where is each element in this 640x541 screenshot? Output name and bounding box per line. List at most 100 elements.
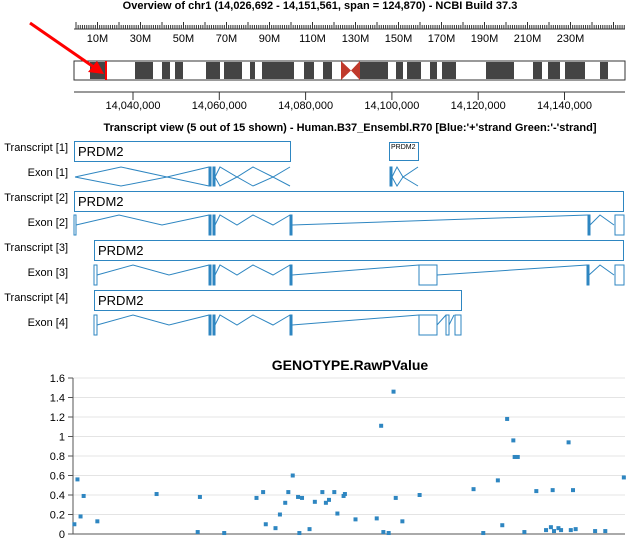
exon-3-label: Exon [3]: [27, 267, 68, 279]
data-point: [195, 530, 200, 535]
chromosome-bands: [90, 62, 608, 79]
transcript-2-box[interactable]: PRDM2: [74, 191, 624, 212]
chromosome-tick-label: 230M: [556, 33, 585, 45]
data-point: [500, 523, 505, 528]
y-tick-label: 1: [59, 432, 65, 444]
y-tick-label: 0: [59, 529, 65, 541]
data-point: [522, 530, 527, 535]
data-point: [544, 528, 549, 533]
y-tick-label: 0.4: [50, 490, 65, 502]
data-point: [353, 517, 358, 522]
data-point: [300, 495, 305, 500]
chart-gridlines: [73, 377, 625, 535]
data-point: [72, 522, 77, 527]
transcript-1-gene: PRDM2: [78, 144, 124, 159]
data-point: [603, 529, 608, 534]
data-point: [511, 438, 516, 443]
transcript-1-gene-small: PRDM2: [391, 144, 416, 151]
exon-track-1: [74, 165, 419, 187]
data-point: [273, 526, 278, 531]
data-point: [386, 531, 391, 536]
data-point: [222, 531, 227, 536]
data-point: [471, 487, 476, 492]
chromosome-tick-label: 30M: [129, 33, 152, 45]
pointer-arrow-line: [29, 21, 99, 72]
transcript-2-label: Transcript [2]: [4, 192, 68, 204]
data-point: [95, 519, 100, 524]
y-tick-label: 0.6: [50, 471, 65, 483]
data-point: [307, 527, 312, 532]
data-point: [381, 530, 386, 535]
data-point: [573, 527, 578, 532]
chromosome-tick-marks: [74, 22, 625, 30]
data-point: [512, 454, 517, 459]
data-point: [552, 529, 557, 534]
data-point: [296, 494, 301, 499]
data-point: [400, 519, 405, 524]
transcript-3-gene: PRDM2: [98, 243, 144, 258]
data-point: [566, 440, 571, 445]
data-point: [342, 492, 347, 497]
chromosome-tick-label: 150M: [384, 33, 413, 45]
transcript-2-gene: PRDM2: [78, 194, 124, 209]
chromosome-tick-label: 10M: [86, 33, 109, 45]
position-tick-label: 14,080,000: [278, 100, 334, 112]
data-point: [81, 493, 86, 498]
pvalue-scatter-chart[interactable]: 0 0.2 0.4 0.6 0.8 1 1.2 1.4 1.6: [0, 370, 640, 541]
chromosome-tick-label: 90M: [258, 33, 281, 45]
chromosome-tick-label: 50M: [172, 33, 195, 45]
data-point: [548, 525, 553, 530]
chart-axes: 0 0.2 0.4 0.6 0.8 1 1.2 1.4 1.6: [50, 373, 625, 541]
chromosome-ideogram[interactable]: [0, 14, 640, 84]
chromosome-tick-label: 210M: [513, 33, 542, 45]
data-point: [515, 454, 520, 459]
data-point: [481, 531, 486, 536]
data-point: [556, 526, 561, 531]
centromere: [341, 61, 351, 80]
y-tick-label: 1.6: [50, 373, 65, 385]
position-tick-labels: 14,040,000 14,060,000 14,080,000 14,100,000…: [0, 100, 640, 114]
data-point: [505, 416, 510, 421]
transcript-1-box[interactable]: PRDM2: [74, 141, 291, 162]
pointer-arrow-head: [88, 61, 104, 74]
y-tick-label: 1.4: [50, 393, 65, 405]
data-point: [332, 490, 337, 495]
data-point: [286, 490, 291, 495]
exon-4-label: Exon [4]: [27, 317, 68, 329]
data-point: [197, 494, 202, 499]
overview-title: Overview of chr1 (14,026,692 - 14,151,56…: [122, 0, 518, 12]
data-point: [550, 488, 555, 493]
data-point: [283, 500, 288, 505]
transcript-1-label: Transcript [1]: [4, 142, 68, 154]
position-tick-label: 14,120,000: [450, 100, 506, 112]
chromosome-tick-label: 190M: [470, 33, 499, 45]
data-point: [261, 490, 266, 495]
data-point: [379, 423, 384, 428]
exon-track-4: [93, 314, 462, 336]
data-point: [297, 531, 302, 536]
transcript-3-label: Transcript [3]: [4, 242, 68, 254]
exon-tracks[interactable]: [0, 160, 640, 340]
data-point: [374, 516, 379, 521]
data-point: [75, 477, 80, 482]
data-point: [254, 495, 259, 500]
data-point: [495, 478, 500, 483]
position-tick-label: 14,040,000: [105, 100, 161, 112]
data-point: [335, 511, 340, 516]
data-point: [320, 490, 325, 495]
data-point: [534, 489, 539, 494]
exon-track-2: [73, 214, 625, 236]
data-point: [393, 495, 398, 500]
position-axis: [74, 91, 625, 100]
y-tick-label: 1.2: [50, 412, 65, 424]
position-tick-label: 14,140,000: [536, 100, 593, 112]
transcript-view-title: Transcript view (5 out of 15 shown) - Hu…: [103, 122, 597, 134]
data-point: [312, 499, 317, 504]
chart-title: GENOTYPE.RawPValue: [271, 357, 429, 373]
y-tick-label: 0.8: [50, 451, 65, 463]
transcript-1-box-small[interactable]: PRDM2: [389, 142, 419, 161]
transcript-3-box[interactable]: PRDM2: [94, 240, 624, 261]
transcript-4-box[interactable]: PRDM2: [94, 290, 462, 311]
data-point: [323, 500, 328, 505]
transcript-4-label: Transcript [4]: [4, 292, 68, 304]
